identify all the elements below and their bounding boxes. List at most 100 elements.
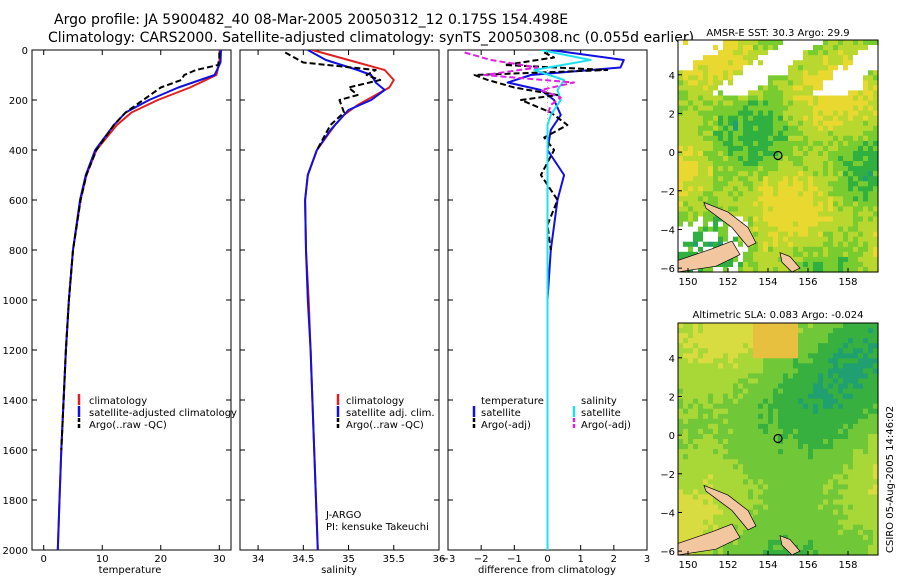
map-cell (833, 323, 839, 329)
map-cell (718, 434, 724, 440)
map-cell (748, 373, 754, 379)
map-cell (853, 423, 859, 430)
map-cell (843, 100, 849, 107)
map-cell (683, 135, 689, 142)
map-cell (858, 479, 864, 485)
map-cell (718, 333, 724, 339)
map-y-tick-label: 0 (669, 148, 675, 159)
difference-xlabel: difference from climatology (478, 565, 616, 576)
map-cell (853, 251, 859, 258)
x-tick-label: 0 (41, 554, 47, 565)
map-cell (828, 539, 834, 546)
map-cell (698, 464, 704, 470)
map-cell (683, 55, 689, 61)
map-cell (873, 534, 879, 541)
map-cell (823, 428, 829, 435)
map-cell (833, 40, 839, 46)
map-cell (718, 90, 724, 96)
map-cell (798, 40, 804, 46)
map-cell (768, 156, 774, 162)
map-cell (748, 256, 754, 263)
map-cell (708, 125, 714, 132)
map-cell (743, 186, 749, 192)
map-cell (803, 221, 809, 228)
map-cell (778, 196, 784, 202)
map-cell (778, 40, 784, 46)
map-cell (723, 166, 729, 172)
map-cell (683, 353, 689, 359)
map-cell (728, 226, 734, 233)
map-cell (788, 489, 794, 495)
map-cell (708, 95, 714, 102)
map-cell (783, 464, 789, 470)
map-cell (763, 256, 769, 263)
map-cell (718, 267, 724, 273)
map-cell (768, 201, 774, 207)
map-cell (833, 353, 839, 359)
map-cell (738, 246, 744, 253)
map-cell (843, 135, 849, 142)
map-cell (823, 40, 829, 46)
map-cell (868, 373, 874, 379)
map-cell (778, 328, 784, 334)
map-cell (798, 534, 804, 541)
map-cell (778, 140, 784, 147)
map-cell (773, 125, 779, 132)
map-cell (693, 368, 699, 374)
map-cell (708, 40, 714, 46)
map-cell (803, 105, 809, 112)
map-cell (713, 353, 719, 359)
map-cell (728, 444, 734, 450)
map-cell (863, 246, 869, 253)
map-x-tick-label: 152 (718, 277, 737, 288)
map-cell (788, 115, 794, 122)
map-cell (693, 130, 699, 137)
map-cell (823, 191, 829, 197)
map-cell (848, 181, 854, 187)
map-cell (863, 110, 869, 117)
map-cell (753, 449, 759, 455)
map-cell (843, 449, 849, 455)
map-cell (848, 439, 854, 445)
map-cell (763, 504, 769, 511)
map-cell (838, 176, 844, 182)
map-cell (713, 428, 719, 435)
map-cell (688, 509, 694, 516)
map-cell (823, 454, 829, 460)
map-cell (678, 499, 684, 506)
map-cell (783, 393, 789, 400)
map-cell (723, 383, 729, 390)
map-cell (733, 333, 739, 339)
map-cell (678, 363, 684, 369)
map-cell (833, 186, 839, 192)
map-cell (783, 454, 789, 460)
map-cell (788, 95, 794, 102)
map-cell (868, 216, 874, 223)
map-cell (728, 181, 734, 187)
map-cell (748, 494, 754, 501)
map-cell (768, 428, 774, 435)
map-cell (738, 494, 744, 501)
map-cell (853, 353, 859, 359)
map-cell (793, 115, 799, 122)
map-cell (813, 267, 819, 273)
map-cell (738, 206, 744, 212)
map-cell (798, 176, 804, 182)
map-cell (818, 393, 824, 400)
map-cell (733, 539, 739, 546)
map-cell (718, 181, 724, 187)
map-cell (813, 343, 819, 349)
map-cell (793, 251, 799, 258)
map-cell (853, 191, 859, 197)
map-cell (873, 353, 879, 359)
map-cell (778, 221, 784, 228)
map-cell (848, 216, 854, 223)
map-cell (738, 499, 744, 506)
map-cell (813, 449, 819, 455)
map-cell (693, 191, 699, 197)
map-cell (868, 206, 874, 212)
map-cell (773, 120, 779, 127)
map-cell (718, 100, 724, 107)
map-cell (703, 353, 709, 359)
map-cell (768, 65, 774, 71)
